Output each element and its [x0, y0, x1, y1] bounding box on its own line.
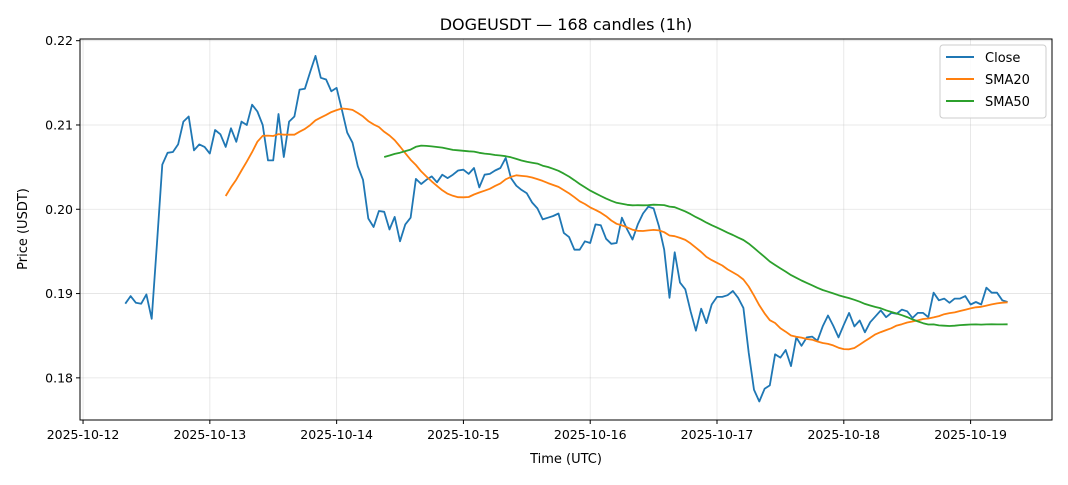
y-tick-label: 0.22: [45, 33, 73, 48]
y-axis-label: Price (USDT): [16, 188, 31, 270]
series-line-close: [124, 55, 1008, 403]
x-tick-label: 2025-10-13: [174, 427, 247, 442]
y-tick-label: 0.20: [45, 202, 73, 217]
x-tick-label: 2025-10-14: [300, 427, 373, 442]
grid-lines: [80, 39, 1052, 420]
y-tick-label: 0.21: [45, 117, 73, 132]
legend-label-sma50: SMA50: [985, 95, 1030, 110]
y-tick-label: 0.19: [45, 286, 73, 301]
y-tick-label: 0.18: [45, 370, 73, 385]
series-line-sma50: [383, 144, 1008, 327]
plot-frame: [79, 38, 1053, 421]
x-axis-label: Time (UTC): [529, 452, 602, 467]
x-tick-label: 2025-10-18: [807, 427, 880, 442]
x-tick-label: 2025-10-17: [681, 427, 754, 442]
series-line-sma20: [224, 107, 1008, 351]
x-axis: 2025-10-12 2025-10-13 2025-10-14 2025-10-15…: [47, 420, 1007, 442]
y-axis: 0.18 0.19 0.20 0.21 0.22: [45, 33, 80, 385]
legend: Close SMA20 SMA50: [939, 44, 1047, 119]
x-tick-label: 2025-10-16: [554, 427, 627, 442]
series-group: [124, 55, 1008, 403]
x-tick-label: 2025-10-12: [47, 427, 120, 442]
legend-label-sma20: SMA20: [985, 73, 1030, 88]
chart-title: DOGEUSDT — 168 candles (1h): [440, 15, 693, 34]
x-tick-label: 2025-10-15: [427, 427, 500, 442]
legend-box: [939, 44, 1047, 119]
legend-label-close: Close: [985, 51, 1020, 66]
x-tick-label: 2025-10-19: [934, 427, 1007, 442]
